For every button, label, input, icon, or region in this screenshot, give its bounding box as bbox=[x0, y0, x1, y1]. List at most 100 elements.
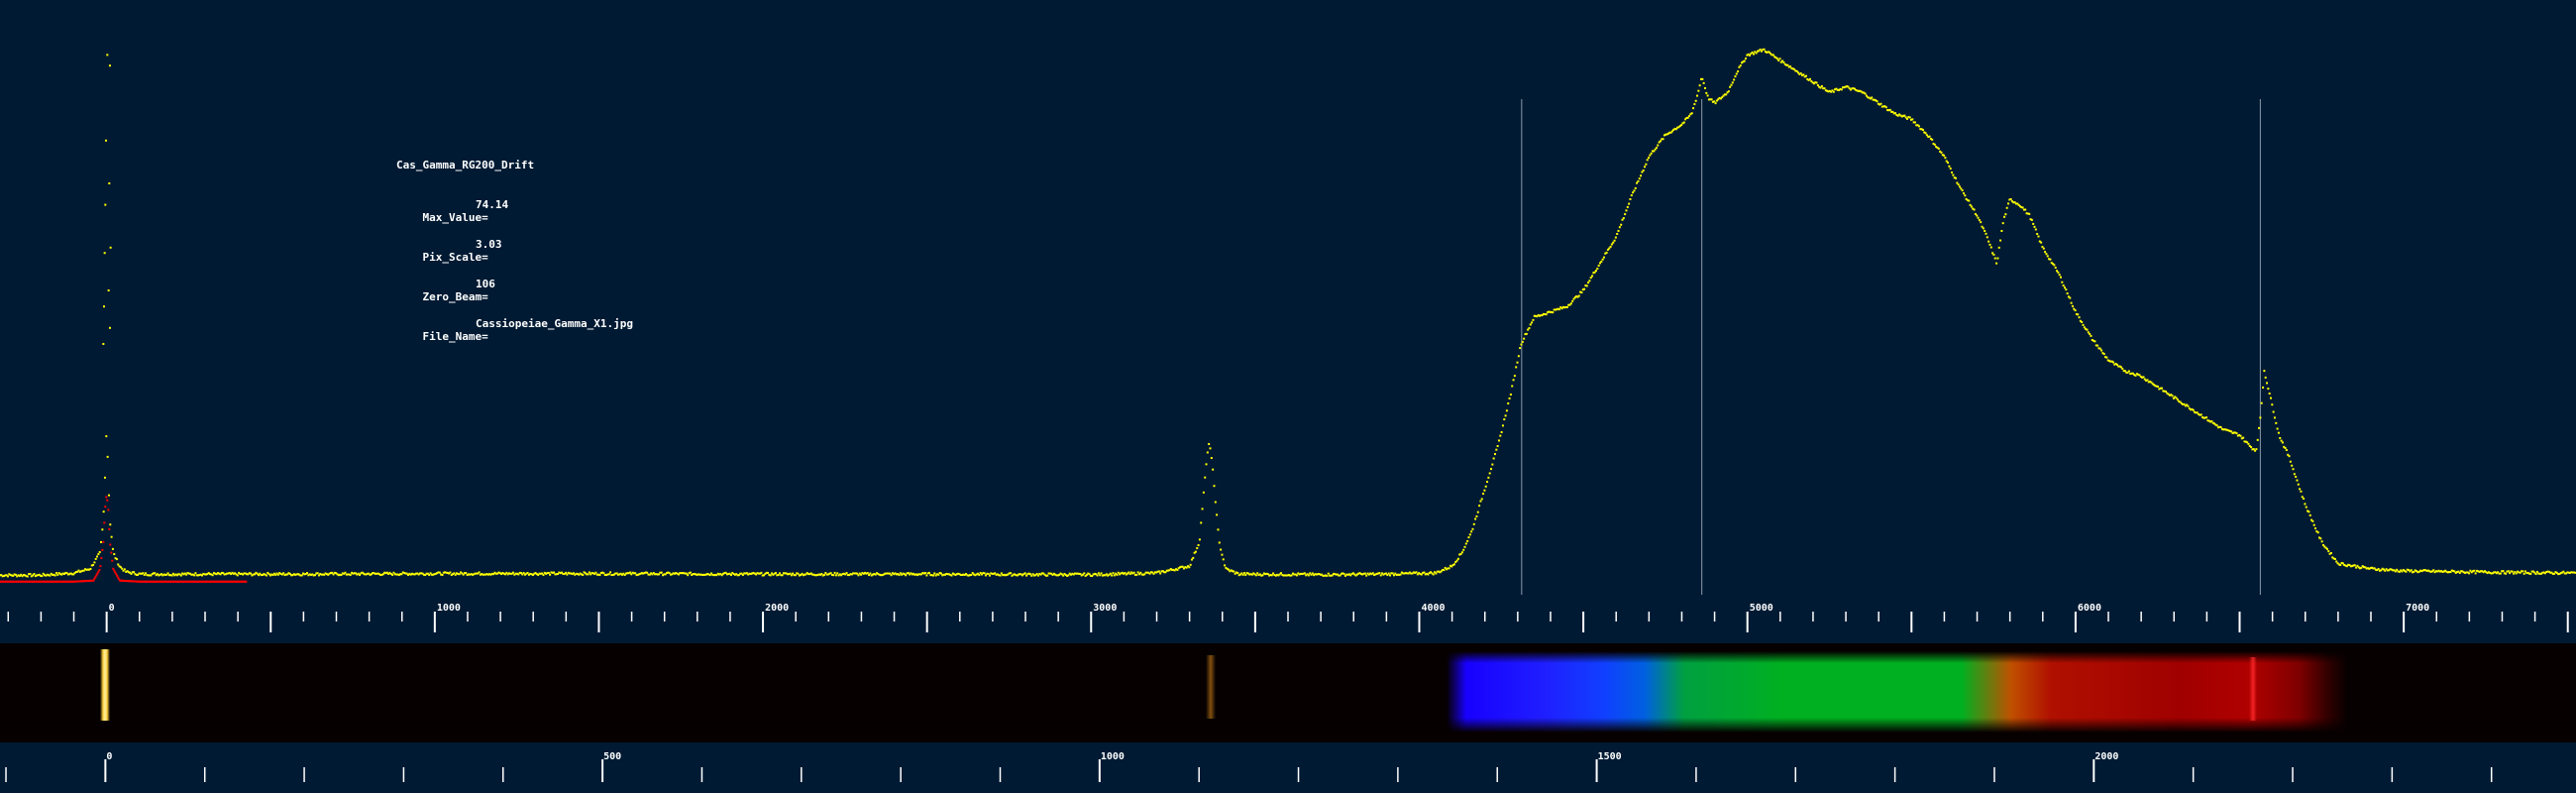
profile-point bbox=[2215, 424, 2218, 427]
profile-point bbox=[1516, 361, 1519, 364]
profile-point bbox=[643, 572, 646, 575]
profile-point bbox=[1982, 227, 1985, 230]
profile-point bbox=[2539, 572, 2542, 575]
profile-point bbox=[1844, 85, 1847, 88]
profile-point bbox=[1947, 162, 1950, 165]
profile-point bbox=[387, 572, 390, 575]
profile-point bbox=[962, 573, 965, 576]
profile-point bbox=[1040, 572, 1043, 575]
profile-point bbox=[2259, 416, 2262, 419]
profile-point bbox=[1367, 573, 1370, 576]
profile-point bbox=[45, 574, 48, 577]
zero-profile-point bbox=[113, 569, 116, 572]
profile-point bbox=[1876, 100, 1878, 103]
profile-point bbox=[1479, 500, 1482, 503]
profile-point bbox=[2501, 570, 2504, 573]
profile-point bbox=[1135, 573, 1138, 576]
profile-point bbox=[870, 574, 873, 577]
profile-point bbox=[1563, 306, 1566, 309]
profile-point bbox=[1826, 89, 1829, 92]
profile-point bbox=[1011, 574, 1014, 577]
profile-point bbox=[2369, 566, 2372, 569]
profile-point bbox=[1790, 66, 1793, 69]
profile-point bbox=[883, 572, 886, 575]
profile-point bbox=[1029, 573, 1031, 576]
profile-point bbox=[1258, 573, 1261, 576]
profile-point bbox=[198, 574, 201, 577]
profile-point bbox=[2390, 568, 2393, 571]
profile-point bbox=[800, 574, 803, 577]
profile-point bbox=[219, 573, 222, 576]
profile-point bbox=[741, 573, 744, 576]
profile-point bbox=[2462, 571, 2465, 574]
profile-point bbox=[2085, 327, 2088, 330]
profile-point bbox=[1261, 574, 1264, 577]
profile-point bbox=[664, 573, 667, 576]
profile-point bbox=[1163, 571, 1166, 574]
profile-point bbox=[879, 574, 882, 577]
profile-point bbox=[325, 573, 328, 576]
profile-point bbox=[456, 572, 459, 575]
profile-point bbox=[1447, 567, 1449, 570]
profile-point bbox=[1793, 68, 1796, 71]
profile-point bbox=[304, 573, 307, 576]
profile-point bbox=[2074, 309, 2077, 312]
profile-point bbox=[41, 575, 44, 578]
profile-point bbox=[1044, 574, 1047, 577]
profile-point bbox=[131, 571, 134, 574]
zero-profile-point bbox=[116, 574, 119, 577]
profile-point bbox=[137, 573, 140, 576]
profile-point bbox=[170, 574, 173, 577]
profile-point bbox=[1236, 572, 1239, 575]
profile-point bbox=[1109, 572, 1112, 575]
profile-point bbox=[68, 573, 71, 576]
profile-point bbox=[10, 574, 13, 577]
profile-point bbox=[2360, 566, 2363, 569]
profile-point bbox=[2224, 428, 2227, 431]
profile-point bbox=[618, 573, 621, 576]
profile-point bbox=[2415, 570, 2418, 573]
profile-point bbox=[1828, 89, 1831, 92]
profile-point bbox=[2123, 370, 2126, 373]
profile-point bbox=[485, 573, 488, 576]
profile-point bbox=[395, 573, 398, 576]
profile-point bbox=[897, 573, 900, 576]
profile-point bbox=[1141, 573, 1144, 576]
profile-point bbox=[106, 455, 109, 458]
profile-point bbox=[1636, 181, 1639, 184]
profile-point bbox=[484, 573, 487, 576]
profile-point bbox=[2262, 386, 2265, 389]
profile-point bbox=[1996, 257, 1999, 260]
profile-point bbox=[1127, 572, 1129, 575]
profile-point bbox=[1, 575, 4, 578]
profile-point bbox=[29, 573, 32, 576]
profile-point bbox=[1726, 91, 1729, 94]
profile-point bbox=[1054, 573, 1057, 576]
profile-point bbox=[1480, 498, 1483, 501]
profile-point bbox=[1544, 312, 1547, 315]
profile-point bbox=[1334, 573, 1337, 576]
profile-point bbox=[943, 573, 946, 576]
profile-point bbox=[268, 574, 271, 577]
profile-point bbox=[1323, 574, 1326, 577]
profile-point bbox=[1581, 288, 1584, 291]
profile-point bbox=[469, 573, 472, 576]
profile-point bbox=[1894, 112, 1897, 115]
profile-point bbox=[2292, 468, 2295, 471]
profile-point bbox=[317, 574, 320, 577]
profile-point bbox=[368, 572, 371, 575]
profile-point bbox=[646, 571, 649, 574]
profile-point bbox=[2474, 572, 2477, 575]
profile-point bbox=[854, 572, 857, 575]
profile-point bbox=[1225, 566, 1228, 569]
profile-point bbox=[1249, 573, 1252, 576]
profile-point bbox=[1634, 186, 1637, 189]
profile-point bbox=[473, 573, 476, 576]
profile-point bbox=[963, 573, 966, 576]
profile-point bbox=[1810, 79, 1813, 82]
profile-point bbox=[380, 573, 383, 576]
zero-profile-point bbox=[93, 577, 96, 580]
profile-point bbox=[2487, 571, 2490, 574]
profile-point bbox=[279, 572, 282, 575]
profile-point bbox=[1209, 447, 1212, 450]
